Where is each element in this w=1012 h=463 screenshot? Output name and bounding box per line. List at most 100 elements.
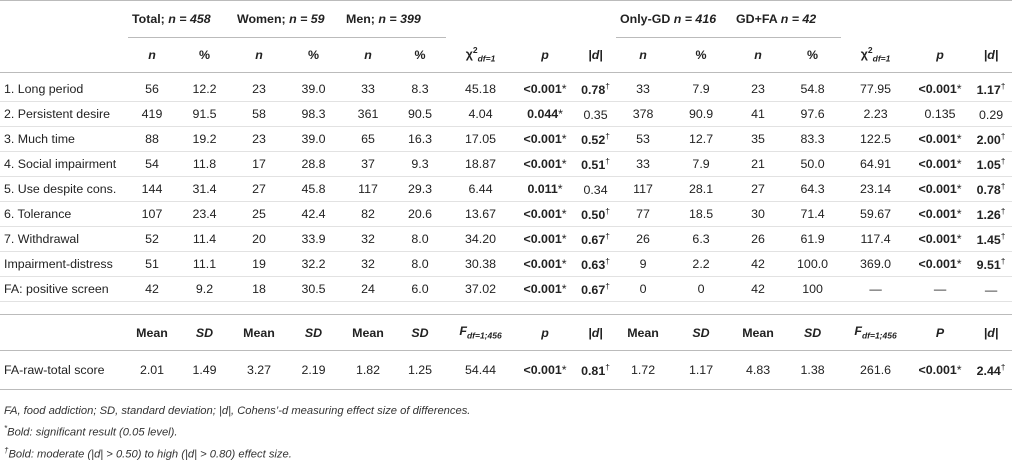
- group-gd-fa: GD+FA n = 42: [732, 0, 842, 38]
- col-n: n: [148, 48, 156, 62]
- cell: 23.14: [841, 176, 911, 202]
- cell: 34.20: [446, 226, 516, 252]
- col-sd: SD: [692, 325, 710, 340]
- cell: 17: [233, 151, 285, 177]
- col-mean: Mean: [128, 314, 176, 351]
- cell: —: [841, 276, 911, 302]
- cell: 419: [128, 101, 176, 127]
- cell: 39.0: [285, 72, 343, 102]
- cell: 2.01: [128, 350, 176, 390]
- col-pct: %: [394, 37, 447, 73]
- row-label: 6. Tolerance: [0, 201, 128, 227]
- cell: 107: [128, 201, 176, 227]
- cell: 32.2: [285, 251, 343, 277]
- cell: 11.8: [176, 151, 233, 177]
- col-sd: SD: [195, 325, 214, 340]
- row-label: 5. Use despite cons.: [0, 176, 128, 202]
- col-pct: %: [176, 37, 233, 73]
- cell: 261.6: [841, 350, 911, 390]
- footnote-effect-size: †Bold: moderate (|d| > 0.50) to high (|d…: [4, 445, 292, 461]
- cell-d: 0.67†: [575, 276, 617, 302]
- cell: 98.3: [285, 101, 343, 127]
- cell: 28.1: [670, 176, 733, 202]
- cell: 23.4: [176, 201, 233, 227]
- cell: 90.5: [394, 101, 447, 127]
- criteria-rows: 1. Long period 56 12.2 23 39.0 33 8.3 45.18 <0.0…: [0, 72, 1012, 302]
- cell: 71.4: [784, 201, 842, 227]
- cell: 1.17: [670, 350, 733, 390]
- cell: 9: [616, 251, 671, 277]
- cell: 37: [342, 151, 395, 177]
- cell: 88: [128, 126, 176, 152]
- cell: 42: [732, 251, 785, 277]
- cell: 27: [732, 176, 785, 202]
- cell: 0: [670, 276, 733, 302]
- cell: 20: [233, 226, 285, 252]
- cell: 56: [128, 72, 176, 102]
- cell-p: <0.001*: [910, 201, 971, 227]
- cell: 25: [233, 201, 285, 227]
- cell: 54.44: [446, 350, 516, 390]
- cell: 23: [732, 72, 785, 102]
- cell: 2.23: [841, 101, 911, 127]
- col-n: n: [364, 48, 372, 62]
- cell: 2.2: [670, 251, 733, 277]
- cell: 18.5: [670, 201, 733, 227]
- cell-p: <0.001*: [910, 251, 971, 277]
- group-women: Women; n = 59: [233, 0, 343, 38]
- cell: 3.27: [233, 350, 285, 390]
- cell-p: <0.001*: [515, 151, 576, 177]
- row-label: 1. Long period: [0, 72, 128, 102]
- cell: 0: [616, 276, 671, 302]
- col-chi-square: χ2df=1: [446, 37, 516, 73]
- cell-d: 0.67†: [575, 226, 617, 252]
- cell: 65: [342, 126, 395, 152]
- cell-d: —: [970, 276, 1012, 302]
- cell: 1.82: [342, 350, 395, 390]
- col-d: |d|: [588, 325, 603, 340]
- col-pct: %: [285, 37, 343, 73]
- cell: 83.3: [784, 126, 842, 152]
- cell-p: <0.001*: [515, 72, 576, 102]
- cell: 32: [342, 251, 395, 277]
- table-row: 5. Use despite cons. 144 31.4 27 45.8 117 29.3…: [0, 176, 1012, 202]
- row-label: 7. Withdrawal: [0, 226, 128, 252]
- col-f: Fdf=1;456: [446, 314, 516, 351]
- cell: 117: [342, 176, 395, 202]
- table-row: 4. Social impairment 54 11.8 17 28.8 37 9.3 18.…: [0, 151, 1012, 177]
- col-p-cap: P: [935, 325, 945, 340]
- cell: 18: [233, 276, 285, 302]
- cell: 64.91: [841, 151, 911, 177]
- cell: 117.4: [841, 226, 911, 252]
- col-mean: Mean: [616, 314, 671, 351]
- cell: 64.3: [784, 176, 842, 202]
- cell: 23: [233, 126, 285, 152]
- col-mean: Mean: [342, 314, 395, 351]
- cell: 19: [233, 251, 285, 277]
- cell-p: <0.001*: [515, 350, 576, 390]
- group-men: Men; n = 399: [342, 0, 447, 38]
- cell: 361: [342, 101, 395, 127]
- cell-p: <0.001*: [515, 276, 576, 302]
- cell-p: <0.001*: [910, 126, 971, 152]
- row-label: FA: positive screen: [0, 276, 128, 302]
- cell: 369.0: [841, 251, 911, 277]
- cell: 91.5: [176, 101, 233, 127]
- col-f: Fdf=1;456: [841, 314, 911, 351]
- cell: 19.2: [176, 126, 233, 152]
- cell: 1.72: [616, 350, 671, 390]
- cell: 29.3: [394, 176, 447, 202]
- cell: 53: [616, 126, 671, 152]
- cell: 54: [128, 151, 176, 177]
- cell: 37.02: [446, 276, 516, 302]
- row-label: Impairment-distress: [0, 251, 128, 277]
- cell: 59.67: [841, 201, 911, 227]
- cell: 30.38: [446, 251, 516, 277]
- cell: 26: [732, 226, 785, 252]
- col-mean: Mean: [732, 314, 785, 351]
- cell: 82: [342, 201, 395, 227]
- cell: 100: [784, 276, 842, 302]
- cell: 4.83: [732, 350, 785, 390]
- cell: 42.4: [285, 201, 343, 227]
- cell: 12.7: [670, 126, 733, 152]
